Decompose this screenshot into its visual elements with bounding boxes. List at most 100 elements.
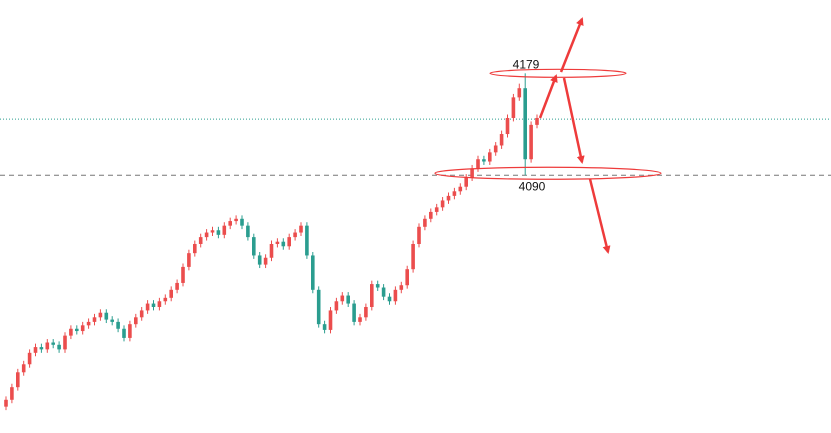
candle-body <box>293 232 297 238</box>
candle-body <box>110 319 114 322</box>
candle-body <box>493 145 498 153</box>
candle-body <box>423 218 427 227</box>
candle-body <box>134 317 138 325</box>
candle-body <box>98 312 103 318</box>
candle-body <box>311 255 315 290</box>
level-ellipse <box>434 166 662 180</box>
candle-body <box>39 347 44 350</box>
candle-body <box>175 282 179 290</box>
candle-body <box>10 387 14 400</box>
candle-body <box>33 347 38 353</box>
candle-body <box>163 297 168 302</box>
candle-body <box>116 321 120 329</box>
candle-body <box>476 159 480 169</box>
candle-body <box>399 285 404 290</box>
candle-body <box>269 243 274 258</box>
candle-body <box>252 237 256 256</box>
candle-body <box>75 328 79 332</box>
candle-body <box>69 328 73 336</box>
candle-body <box>63 335 67 350</box>
candle-body <box>322 324 327 330</box>
price-lines <box>0 118 831 176</box>
candle-body <box>4 399 8 407</box>
candle-body <box>281 241 286 247</box>
arrow <box>562 77 585 164</box>
candle-body <box>275 241 280 244</box>
arrow <box>588 178 611 254</box>
candle-body <box>187 253 191 267</box>
candle-body <box>511 97 516 118</box>
candle-body <box>523 88 527 160</box>
candle-body <box>193 243 197 254</box>
candles <box>4 73 539 411</box>
candle-body <box>375 284 380 288</box>
candle-body <box>299 225 303 233</box>
candle-body <box>393 289 398 302</box>
candle-body <box>257 255 262 265</box>
candle-body <box>535 117 539 125</box>
candle-body <box>27 352 32 365</box>
candle-body <box>452 191 457 196</box>
candle-body <box>228 221 232 226</box>
candle-body <box>45 342 50 350</box>
candle-body <box>181 266 185 283</box>
candle-body <box>440 200 445 208</box>
candle-body <box>246 225 250 238</box>
candle-body <box>429 211 433 219</box>
candle-body <box>464 177 468 187</box>
candle-body <box>417 226 421 244</box>
candle-body <box>381 287 386 297</box>
candle-body <box>151 303 156 307</box>
candle-body <box>145 303 150 311</box>
candle-body <box>86 321 91 326</box>
price-label: 4179 <box>513 57 540 71</box>
candle-body <box>21 364 26 373</box>
annotations: 4179 4090 <box>434 17 662 254</box>
candle-body <box>358 317 362 322</box>
price-label: 4090 <box>519 179 546 193</box>
candle-body <box>488 152 492 162</box>
candle-body <box>340 295 345 302</box>
candle-body <box>169 289 173 298</box>
arrow <box>559 17 584 73</box>
candle-body <box>370 284 374 307</box>
candle-body <box>305 225 309 256</box>
candle-body <box>458 186 463 192</box>
candle-body <box>92 317 97 322</box>
candle-body <box>204 232 209 238</box>
candle-body <box>128 324 132 338</box>
candle-body <box>263 257 268 265</box>
candle-body <box>387 296 392 302</box>
candle-body <box>210 230 215 233</box>
candle-body <box>234 218 238 222</box>
candle-body <box>446 195 451 201</box>
candle-body <box>482 159 486 162</box>
candle-body <box>364 306 368 318</box>
candle-body <box>328 310 333 330</box>
candle-body <box>198 237 203 244</box>
candle-body <box>411 243 415 270</box>
candle-body <box>222 225 227 235</box>
candle-body <box>16 372 20 388</box>
candle-body <box>529 124 533 160</box>
candle-body <box>157 301 162 307</box>
candle-body <box>434 207 439 212</box>
arrow <box>538 74 558 119</box>
level-ellipse <box>489 68 627 78</box>
candle-body <box>139 310 144 318</box>
candle-body <box>517 88 522 98</box>
candle-body <box>240 218 244 226</box>
candle-body <box>346 295 350 304</box>
candle-body <box>216 230 221 235</box>
candle-body <box>57 344 61 350</box>
candle-body <box>316 289 321 325</box>
candle-body <box>352 303 356 322</box>
candle-body <box>104 312 109 320</box>
candle-body <box>405 269 409 286</box>
candle-body <box>470 168 474 178</box>
candle-body <box>334 301 339 311</box>
candle-body <box>287 237 291 247</box>
candle-body <box>51 342 55 345</box>
